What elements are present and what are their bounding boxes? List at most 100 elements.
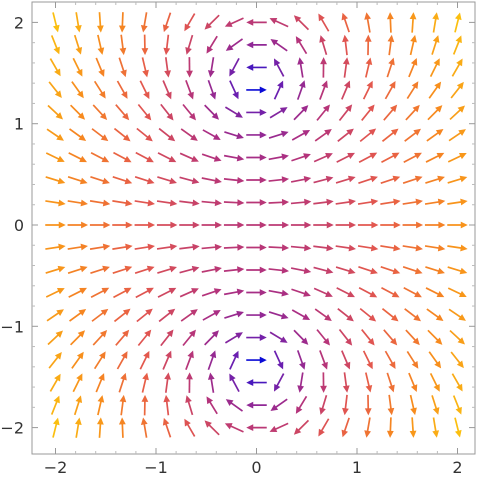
arrow-head [460, 221, 468, 229]
arrow-head [273, 58, 281, 67]
field-arrow [71, 351, 84, 369]
field-arrow [318, 418, 330, 437]
field-arrow [180, 309, 198, 322]
arrow-head [412, 337, 420, 346]
field-arrow [362, 350, 373, 370]
arrow-head [56, 309, 64, 317]
field-arrow [268, 289, 289, 297]
field-arrow [179, 265, 200, 274]
field-arrow [157, 287, 177, 298]
arrow-head [320, 57, 327, 65]
field-arrow [406, 350, 419, 369]
arrow-head [120, 372, 127, 381]
arrow-head [76, 68, 83, 77]
field-arrow [269, 331, 288, 343]
field-arrow [157, 265, 177, 274]
field-arrow [179, 176, 200, 185]
arrow-head [236, 154, 245, 162]
field-arrow [224, 423, 244, 433]
field-arrow [432, 12, 440, 33]
field-arrow [338, 104, 353, 122]
arrow-head [303, 176, 312, 183]
field-arrow [91, 128, 109, 142]
arrow-head [206, 45, 214, 54]
field-arrow [387, 34, 395, 56]
field-arrow [50, 395, 60, 415]
field-arrow [269, 17, 289, 28]
field-arrow [223, 221, 245, 229]
field-arrow [45, 152, 65, 162]
arrow-head [456, 81, 464, 90]
arrow-head [118, 417, 126, 425]
arrow-head [318, 428, 325, 437]
field-arrow [293, 329, 309, 345]
field-arrow [290, 176, 312, 183]
arrow-head [259, 289, 267, 296]
arrow-head [237, 221, 245, 229]
y-tick-label: −2 [0, 419, 24, 438]
field-arrow [49, 373, 61, 392]
arrow-head [168, 155, 177, 163]
arrow-head [192, 243, 200, 251]
field-arrow [224, 131, 244, 140]
arrow-head [236, 288, 245, 296]
arrow-head [293, 15, 302, 23]
arrow-head [140, 417, 148, 425]
arrow-head [325, 290, 333, 297]
field-arrow [162, 350, 172, 370]
arrow-head [166, 329, 174, 338]
field-arrow [97, 395, 105, 416]
field-arrow [246, 424, 267, 431]
arrow-head [270, 404, 279, 412]
field-arrow [447, 198, 468, 206]
field-arrow [361, 329, 375, 346]
arrow-head [303, 153, 311, 160]
field-arrow [428, 81, 442, 99]
arrow-head [207, 372, 215, 380]
field-arrow [184, 13, 196, 32]
arrow-head [167, 134, 176, 142]
arrow-head [99, 351, 106, 360]
field-arrow [290, 267, 312, 274]
field-arrow [402, 175, 423, 184]
field-arrow [179, 243, 200, 251]
arrow-head [164, 372, 171, 380]
field-arrow [201, 153, 222, 162]
arrow-head [191, 177, 200, 185]
arrow-head [186, 70, 193, 78]
arrow-head [142, 69, 149, 78]
arrow-head [188, 329, 196, 338]
arrow-head [259, 176, 267, 184]
field-arrow [335, 175, 356, 184]
field-arrow [320, 57, 327, 78]
arrow-head [121, 351, 128, 359]
field-arrow [295, 36, 308, 55]
field-arrow [185, 395, 194, 416]
arrow-head [393, 244, 401, 252]
arrow-head [349, 221, 357, 229]
field-arrow [134, 243, 155, 251]
arrow-head [229, 373, 236, 382]
arrow-head [54, 68, 61, 77]
arrow-head [367, 337, 375, 346]
arrow-head [125, 221, 133, 229]
field-arrow [204, 14, 220, 30]
field-arrow [224, 106, 243, 118]
field-arrow [313, 175, 334, 184]
field-arrow [404, 128, 421, 142]
field-arrow [69, 128, 87, 141]
field-arrow [424, 221, 446, 229]
field-arrow [93, 80, 106, 99]
field-arrow [364, 372, 373, 393]
field-arrow [204, 330, 219, 346]
field-arrow [204, 104, 219, 120]
arrow-head [386, 430, 394, 438]
arrow-head [457, 337, 465, 345]
field-arrow [402, 244, 423, 252]
field-arrow [185, 34, 194, 55]
arrow-head [259, 334, 267, 341]
arrow-head [347, 267, 356, 275]
arrow-head [259, 154, 267, 161]
arrow-head [188, 112, 196, 121]
field-arrow [68, 287, 87, 298]
